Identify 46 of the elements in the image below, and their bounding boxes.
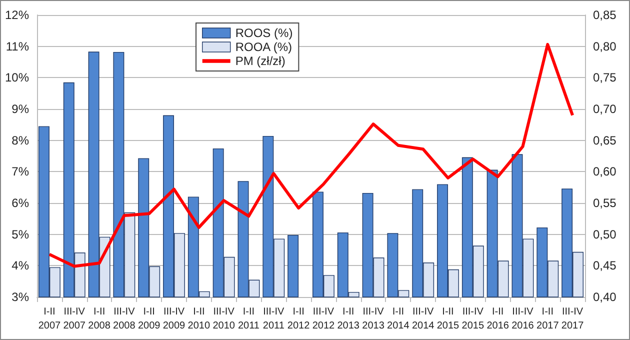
x-tick-label: I-II 2015 (436, 306, 460, 332)
x-tick-label: III-IV 2009 (162, 306, 186, 332)
x-tick-label: I-II 2010 (188, 306, 210, 332)
x-tick-label: III-IV 2017 (561, 306, 584, 332)
y2-tick-label: 0,50 (593, 227, 617, 242)
x-tick-label: I-II 2011 (238, 306, 260, 332)
y-tick-label: 6% (12, 196, 30, 210)
y-tick-label: 9% (12, 102, 30, 116)
legend-label: PM (zł/zł) (235, 54, 286, 68)
y2-tick-label: 0,85 (593, 8, 617, 22)
y-tick-label: 11% (6, 39, 30, 54)
x-tick-label: I-II 2014 (387, 306, 410, 332)
y-tick-label: 8% (12, 133, 30, 148)
x-tick-label: I-II 2013 (337, 306, 360, 332)
y-tick-label: 5% (12, 227, 30, 242)
x-tick-label: III-IV 2013 (362, 306, 385, 332)
y2-tick-label: 0,60 (593, 164, 617, 179)
y2-tick-label: 0,70 (593, 102, 617, 116)
y-tick-label: 7% (12, 164, 30, 179)
legend-label: ROOS (%) (235, 26, 293, 40)
x-tick-label: III-IV 2014 (412, 306, 435, 332)
y2-tick-label: 0,80 (593, 39, 617, 54)
x-tick-label: I-II 2007 (38, 306, 62, 332)
y2-tick-label: 0,65 (593, 133, 617, 148)
x-tick-label: I-II 2009 (138, 306, 161, 332)
x-tick-label: III-IV 2007 (63, 306, 86, 332)
x-tick-label: III-IV 2015 (462, 306, 484, 332)
y-tick-label: 10% (4, 70, 30, 85)
y-tick-label: 12% (4, 8, 30, 22)
x-tick-label: I-II 2012 (287, 306, 310, 332)
line-series (48, 42, 574, 268)
x-tick-label: III-IV 2016 (512, 306, 534, 332)
y2-tick-label: 0,40 (593, 290, 617, 304)
x-tick-label: III-IV 2008 (113, 306, 136, 332)
x-tick-label: III-IV 2012 (312, 306, 336, 332)
y2-tick-label: 0,55 (593, 196, 617, 210)
y2-tick-label: 0,45 (593, 258, 617, 273)
y2-tick-label: 0,75 (593, 70, 617, 85)
y-tick-label: 3% (12, 290, 30, 304)
x-tick-label: III-IV 2010 (212, 306, 236, 332)
legend-label: ROOA (%) (235, 40, 292, 54)
x-tick-label: I-II 2017 (536, 306, 560, 332)
y-tick-label: 4% (12, 258, 30, 273)
x-tick-label: III-IV 2011 (262, 306, 285, 332)
x-tick-label: I-II 2016 (486, 306, 510, 332)
x-tick-label: I-II 2008 (88, 306, 111, 332)
